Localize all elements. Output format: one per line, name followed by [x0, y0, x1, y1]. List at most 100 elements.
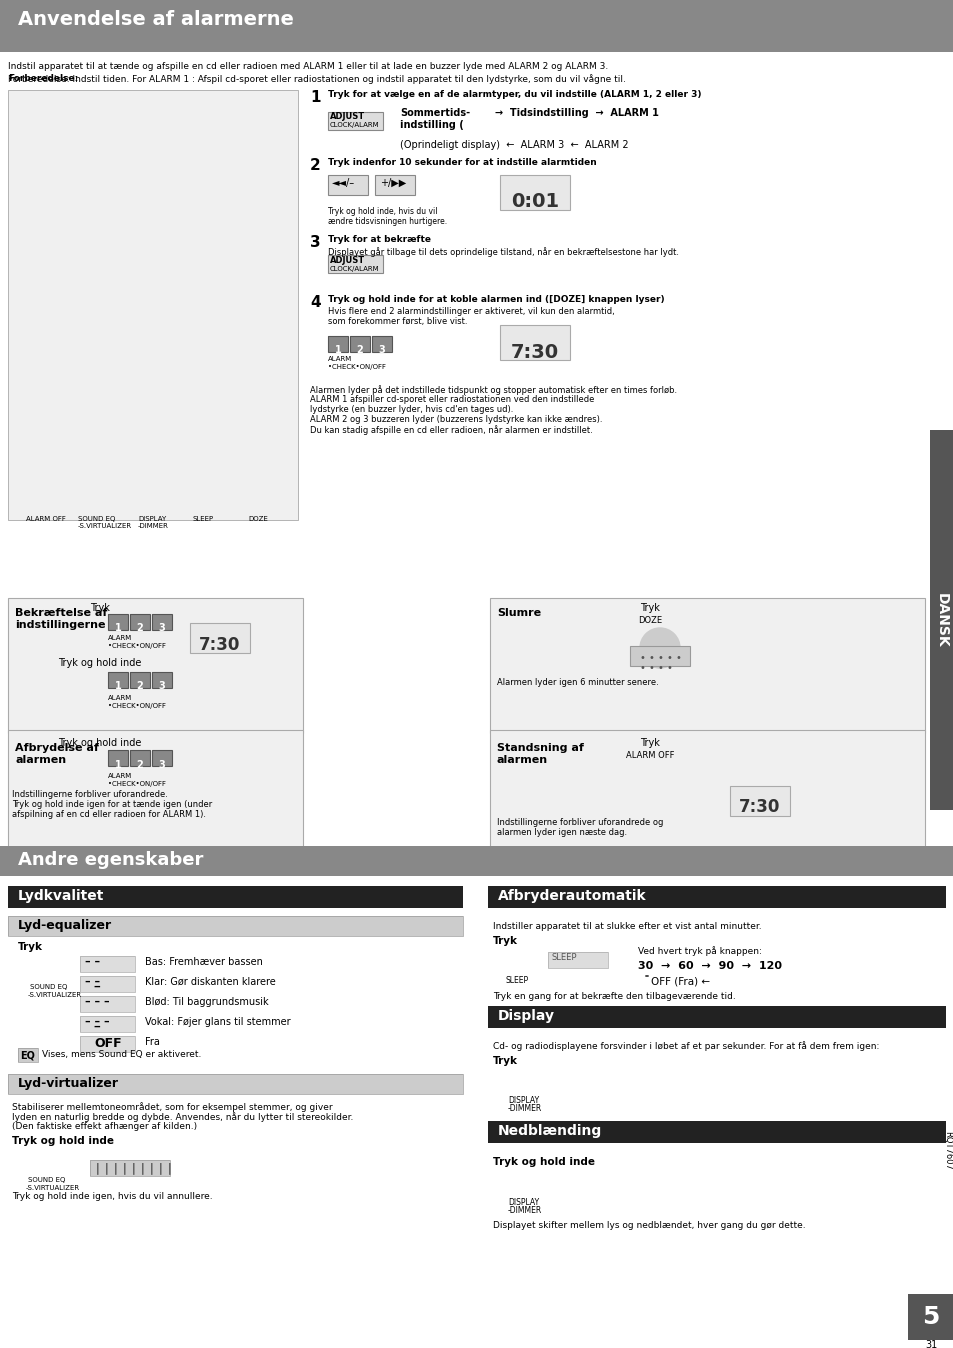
Text: DOZE: DOZE — [638, 616, 661, 625]
Text: Alarmen lyder igen 6 minutter senere.: Alarmen lyder igen 6 minutter senere. — [497, 678, 659, 687]
Text: Indstillingerne forbliver uforandrede og: Indstillingerne forbliver uforandrede og — [497, 818, 662, 828]
Bar — [90, 1161, 170, 1175]
Text: CLOCK/ALARM: CLOCK/ALARM — [330, 266, 379, 272]
Bar — [375, 175, 415, 195]
Text: ALARM: ALARM — [108, 772, 132, 779]
Bar — [80, 976, 135, 992]
Text: •CHECK•ON/OFF: •CHECK•ON/OFF — [328, 364, 386, 369]
Text: DOZE: DOZE — [248, 516, 268, 522]
Text: DISPLAY: DISPLAY — [507, 1198, 538, 1206]
Text: 1: 1 — [114, 623, 121, 634]
Text: Hvis flere end 2 alarmindstillinger er aktiveret, vil kun den alarmtid,: Hvis flere end 2 alarmindstillinger er a… — [328, 307, 614, 315]
Bar — [375, 175, 415, 195]
Text: OFF (Fra) ←: OFF (Fra) ← — [650, 976, 709, 985]
Text: -DIMMER: -DIMMER — [507, 1206, 541, 1215]
Bar — [0, 847, 953, 876]
Text: ADJUST: ADJUST — [330, 256, 365, 266]
Text: Displayet går tilbage til dets oprindelige tilstand, når en bekræftelsestone har: Displayet går tilbage til dets oprindeli… — [328, 247, 679, 257]
Bar — [729, 786, 789, 816]
Text: Anvendelse af alarmerne: Anvendelse af alarmerne — [18, 9, 294, 30]
Text: Bas: Fremhæver bassen: Bas: Fremhæver bassen — [145, 957, 263, 967]
Text: 31: 31 — [923, 1340, 936, 1348]
Text: Tryk og hold inde igen, hvis du vil annullere.: Tryk og hold inde igen, hvis du vil annu… — [12, 1192, 213, 1201]
Bar — [488, 1006, 945, 1029]
Text: •CHECK•ON/OFF: •CHECK•ON/OFF — [108, 704, 166, 709]
Text: SOUND EQ
-S.VIRTUALIZER: SOUND EQ -S.VIRTUALIZER — [78, 516, 132, 528]
Bar — [152, 613, 172, 630]
Bar — [130, 749, 150, 766]
Bar — [328, 255, 382, 274]
Text: ALARM: ALARM — [108, 635, 132, 642]
Text: ALARM: ALARM — [328, 356, 352, 363]
Text: 3: 3 — [158, 760, 165, 770]
Text: OFF: OFF — [94, 1037, 122, 1050]
Bar — [488, 886, 945, 909]
Text: 1: 1 — [114, 760, 121, 770]
Bar — [130, 749, 150, 766]
Text: Tryk: Tryk — [18, 942, 43, 952]
Bar — [929, 430, 953, 810]
Text: 0:01: 0:01 — [511, 191, 558, 212]
Text: EQ: EQ — [20, 1050, 35, 1060]
Text: Displayet skifter mellem lys og nedblændet, hver gang du gør dette.: Displayet skifter mellem lys og nedblænd… — [493, 1221, 804, 1229]
Bar — [152, 673, 172, 687]
Bar — [108, 673, 128, 687]
Text: Tryk og hold inde: Tryk og hold inde — [493, 1157, 595, 1167]
Text: Du kan stadig afspille en cd eller radioen, når alarmen er indstillet.: Du kan stadig afspille en cd eller radio… — [310, 425, 592, 435]
Text: Ved hvert tryk på knappen:: Ved hvert tryk på knappen: — [638, 946, 761, 956]
Text: Klar: Gør diskanten klarere: Klar: Gør diskanten klarere — [145, 977, 275, 987]
Text: Tryk og hold inde, hvis du vil: Tryk og hold inde, hvis du vil — [328, 208, 437, 216]
Bar — [350, 336, 370, 352]
Text: – –: – – — [85, 957, 100, 967]
Bar — [130, 673, 150, 687]
Text: Cd- og radiodisplayene forsvinder i løbet af et par sekunder. For at få dem frem: Cd- og radiodisplayene forsvinder i løbe… — [493, 1041, 879, 1051]
Text: alarmen: alarmen — [15, 755, 66, 766]
Text: Tryk og hold inde for at koble alarmen ind ([DOZE] knappen lyser): Tryk og hold inde for at koble alarmen i… — [328, 295, 664, 305]
Bar — [328, 112, 382, 129]
Bar — [8, 1074, 462, 1095]
Text: (Den faktiske effekt afhænger af kilden.): (Den faktiske effekt afhænger af kilden.… — [12, 1122, 197, 1131]
Text: →  Tidsindstilling  →  ALARM 1: → Tidsindstilling → ALARM 1 — [495, 108, 659, 119]
Bar — [108, 613, 128, 630]
Text: indstillingerne: indstillingerne — [15, 620, 106, 630]
Text: Blød: Til baggrundsmusik: Blød: Til baggrundsmusik — [145, 998, 269, 1007]
Text: 7:30: 7:30 — [511, 342, 558, 363]
Text: Tryk og hold inde igen for at tænde igen (under: Tryk og hold inde igen for at tænde igen… — [12, 799, 212, 809]
Text: Tryk for at bekræfte: Tryk for at bekræfte — [328, 235, 431, 244]
Text: Tryk og hold inde: Tryk og hold inde — [58, 658, 142, 669]
Text: Forberedelse: Indstil tiden. For ALARM 1 : Afspil cd-sporet eller radiostationen: Forberedelse: Indstil tiden. For ALARM 1… — [8, 74, 625, 84]
Bar — [0, 0, 953, 53]
Text: lydstyrke (en buzzer lyder, hvis cd'en tages ud).: lydstyrke (en buzzer lyder, hvis cd'en t… — [310, 404, 513, 414]
Bar — [8, 1074, 462, 1095]
Text: DISPLAY: DISPLAY — [507, 1096, 538, 1105]
Text: DISPLAY
-DIMMER: DISPLAY -DIMMER — [138, 516, 169, 528]
Text: Lyd-virtualizer: Lyd-virtualizer — [18, 1077, 119, 1091]
Bar — [907, 1294, 953, 1340]
Text: alarmen: alarmen — [497, 755, 548, 766]
Bar — [80, 976, 135, 992]
Bar — [80, 1037, 135, 1051]
Text: SLEEP: SLEEP — [193, 516, 213, 522]
Bar — [350, 336, 370, 352]
Text: 1: 1 — [114, 681, 121, 692]
Bar — [80, 1016, 135, 1033]
Bar — [130, 613, 150, 630]
Bar — [152, 749, 172, 766]
Bar — [499, 325, 569, 360]
Text: – –̲ –: – –̲ – — [85, 1016, 110, 1027]
Text: Lydkvalitet: Lydkvalitet — [18, 888, 104, 903]
Bar — [499, 175, 569, 210]
Bar — [108, 749, 128, 766]
Text: 3: 3 — [310, 235, 320, 249]
Bar — [80, 996, 135, 1012]
Text: 3: 3 — [378, 345, 385, 355]
Text: ◄◄/–: ◄◄/– — [332, 178, 355, 187]
Bar — [499, 175, 569, 210]
Text: Sommertids-: Sommertids- — [399, 108, 470, 119]
Circle shape — [639, 628, 679, 669]
Bar — [8, 886, 462, 909]
Text: 5: 5 — [922, 1305, 939, 1329]
Text: alarmen lyder igen næste dag.: alarmen lyder igen næste dag. — [497, 828, 626, 837]
Text: -DIMMER: -DIMMER — [507, 1104, 541, 1113]
Text: SLEEP: SLEEP — [552, 953, 577, 962]
